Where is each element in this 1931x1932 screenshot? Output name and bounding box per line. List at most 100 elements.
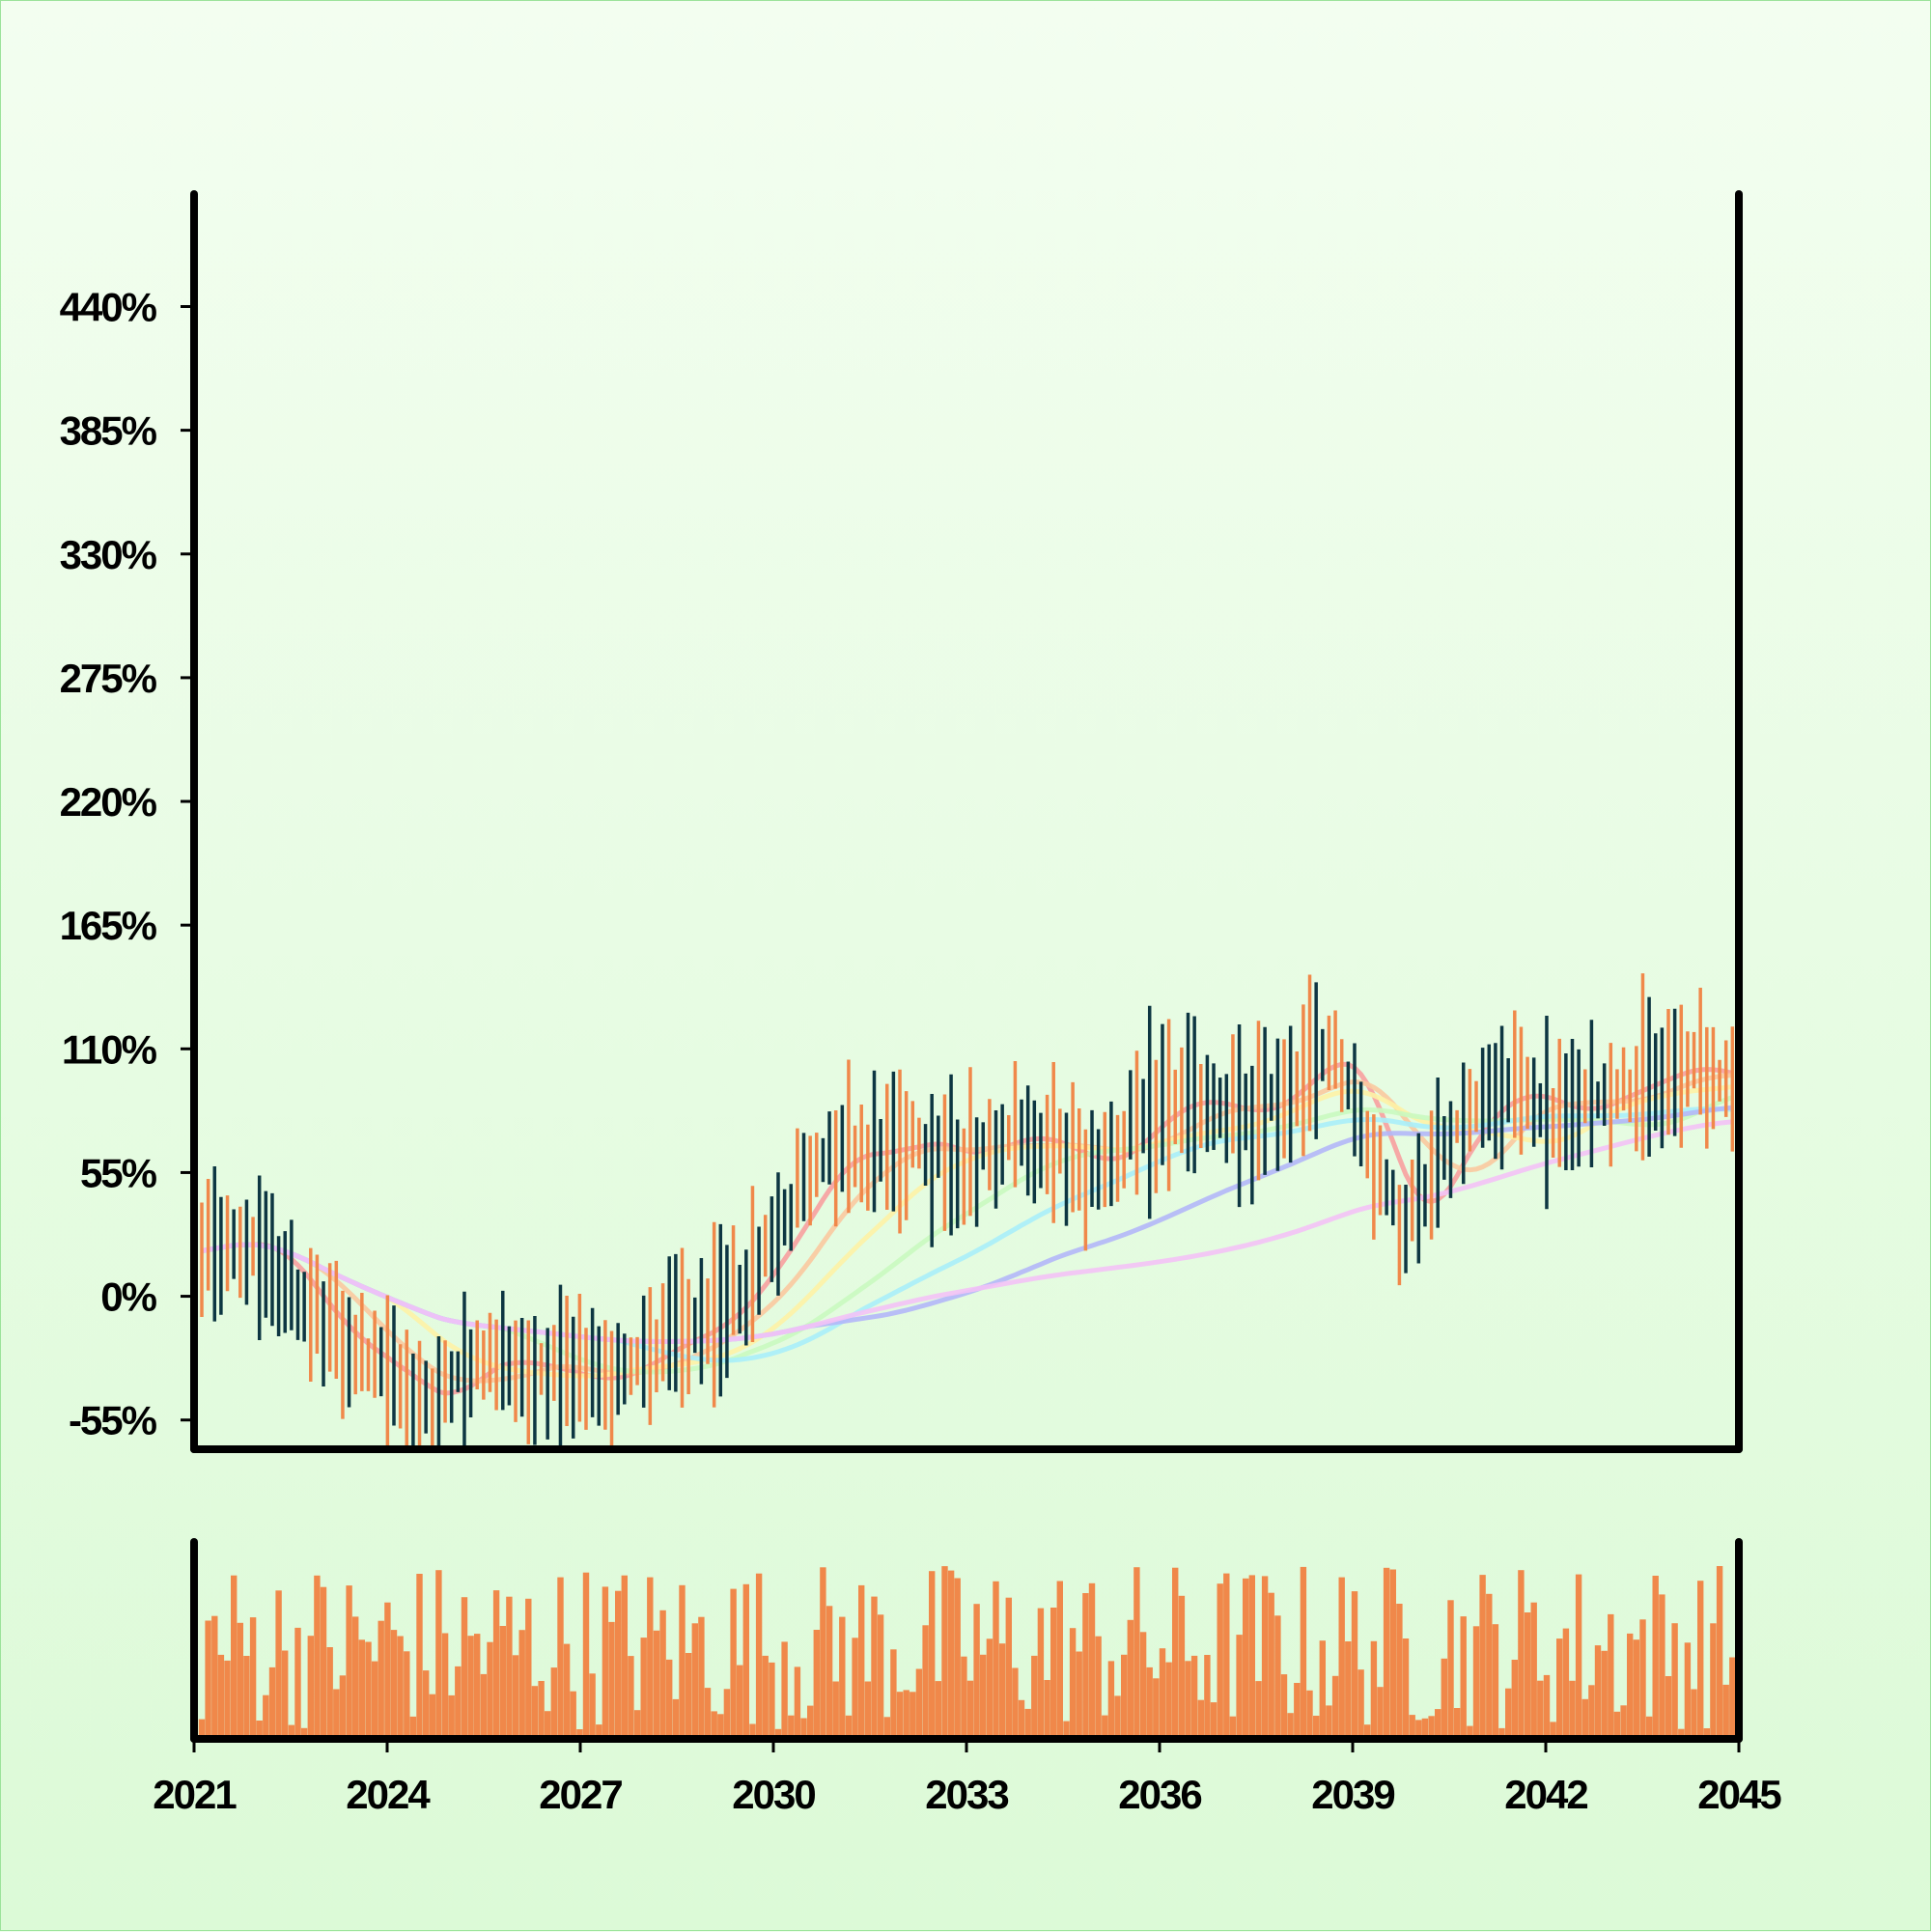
volume-bar [320, 1586, 327, 1739]
volume-bar [1447, 1600, 1454, 1739]
volume-bar [1518, 1570, 1525, 1739]
y-tick-label: 0% [100, 1274, 156, 1320]
volume-bar [1338, 1577, 1345, 1739]
volume-bar [1472, 1626, 1480, 1739]
volume-bar [525, 1598, 532, 1739]
volume-bar [602, 1586, 609, 1739]
volume-bar [1691, 1689, 1697, 1739]
volume-bar [1005, 1597, 1012, 1739]
volume-bar [1703, 1728, 1710, 1739]
volume-bar [441, 1633, 449, 1739]
volume-bar [256, 1721, 263, 1739]
volume-bar [339, 1675, 347, 1739]
volume-bar [826, 1606, 833, 1739]
volume-bar [807, 1705, 814, 1739]
volume-bar [1415, 1720, 1422, 1739]
volume-bar [294, 1627, 301, 1739]
volume-bar [1562, 1628, 1570, 1739]
volume-bar [435, 1570, 442, 1739]
volume-bar [1248, 1575, 1255, 1739]
volume-bar [640, 1638, 647, 1739]
volume-bar [1588, 1685, 1595, 1739]
volume-bar [1095, 1636, 1102, 1739]
volume-bar [749, 1723, 756, 1739]
volume-bar [557, 1577, 564, 1739]
volume-bar [1102, 1715, 1108, 1739]
volume-bar [813, 1630, 820, 1739]
volume-bar [531, 1686, 539, 1739]
volume-bar [409, 1716, 417, 1739]
volume-bar [1498, 1727, 1505, 1739]
volume-bar [563, 1643, 571, 1739]
price-panel: -55% 0% 55% 110% 165% 220% 275% 330% 385% 440% [60, 190, 1743, 1453]
volume-bar [275, 1590, 282, 1739]
volume-bar [890, 1649, 897, 1739]
volume-bar [730, 1588, 737, 1739]
volume-bar [1082, 1593, 1089, 1739]
volume-bar [1659, 1594, 1665, 1739]
volume-bar [1627, 1633, 1634, 1739]
volume-bar [1229, 1716, 1237, 1739]
volume-bar [1486, 1593, 1493, 1739]
volume-bar [685, 1653, 692, 1739]
volume-bar [1357, 1669, 1364, 1739]
volume-bar [416, 1574, 423, 1739]
y-axis-ticks: -55% 0% 55% 110% 165% 220% 275% 330% 385% 440% [60, 284, 194, 1443]
volume-bar [1530, 1602, 1537, 1739]
volume-bar [268, 1666, 276, 1739]
volume-bar [371, 1661, 378, 1739]
volume-bar [1190, 1655, 1198, 1739]
volume-bar [1313, 1716, 1320, 1739]
volume-bar [1351, 1591, 1358, 1739]
volume-bar [1383, 1567, 1390, 1739]
volume-bar [1594, 1645, 1602, 1739]
volume-bar [1063, 1721, 1070, 1739]
volume-bar [198, 1719, 206, 1739]
volume-bar [633, 1710, 641, 1739]
volume-bar [518, 1630, 525, 1739]
volume-bar [1146, 1666, 1153, 1739]
volume-bar [1697, 1581, 1704, 1739]
volume-bar [480, 1673, 488, 1739]
volume-bar [1280, 1674, 1288, 1739]
volume-bar [1479, 1575, 1486, 1739]
volume-bar [429, 1694, 435, 1739]
volume-bar [737, 1665, 743, 1739]
volume-bar [365, 1641, 372, 1739]
volume-bar [576, 1729, 583, 1739]
volume-bar [358, 1639, 365, 1739]
volume-bar [832, 1681, 839, 1739]
volume-bar [1453, 1708, 1461, 1739]
x-tick-label: 2042 [1504, 1772, 1587, 1817]
volume-bar [1031, 1655, 1038, 1739]
volume-bar [966, 1680, 974, 1739]
volume-bar [961, 1656, 967, 1739]
volume-bar [628, 1656, 634, 1739]
volume-bar [1300, 1566, 1307, 1739]
volume-bar [589, 1673, 596, 1739]
volume-bar [333, 1689, 340, 1739]
volume-bar [653, 1630, 660, 1739]
volume-bar [615, 1590, 622, 1739]
x-tick-label: 2024 [346, 1772, 431, 1817]
volume-bar [1172, 1567, 1179, 1739]
volume-bar [788, 1715, 795, 1739]
price-axes [190, 190, 1743, 1453]
volume-bar [998, 1643, 1006, 1739]
volume-bar [691, 1623, 698, 1739]
volume-bars [198, 1566, 1736, 1739]
volume-bar [1396, 1604, 1403, 1739]
volume-bar [1056, 1581, 1063, 1739]
y-tick-label: -55% [69, 1398, 157, 1443]
volume-bar [1153, 1678, 1160, 1739]
volume-bar [839, 1616, 846, 1739]
volume-bar [858, 1584, 865, 1739]
x-tick-label: 2036 [1118, 1772, 1201, 1817]
volume-bar [404, 1651, 410, 1739]
volume-bar [582, 1572, 590, 1739]
volume-bar [1601, 1650, 1608, 1739]
volume-bar [1645, 1716, 1653, 1739]
x-tick-label: 2027 [539, 1772, 622, 1817]
